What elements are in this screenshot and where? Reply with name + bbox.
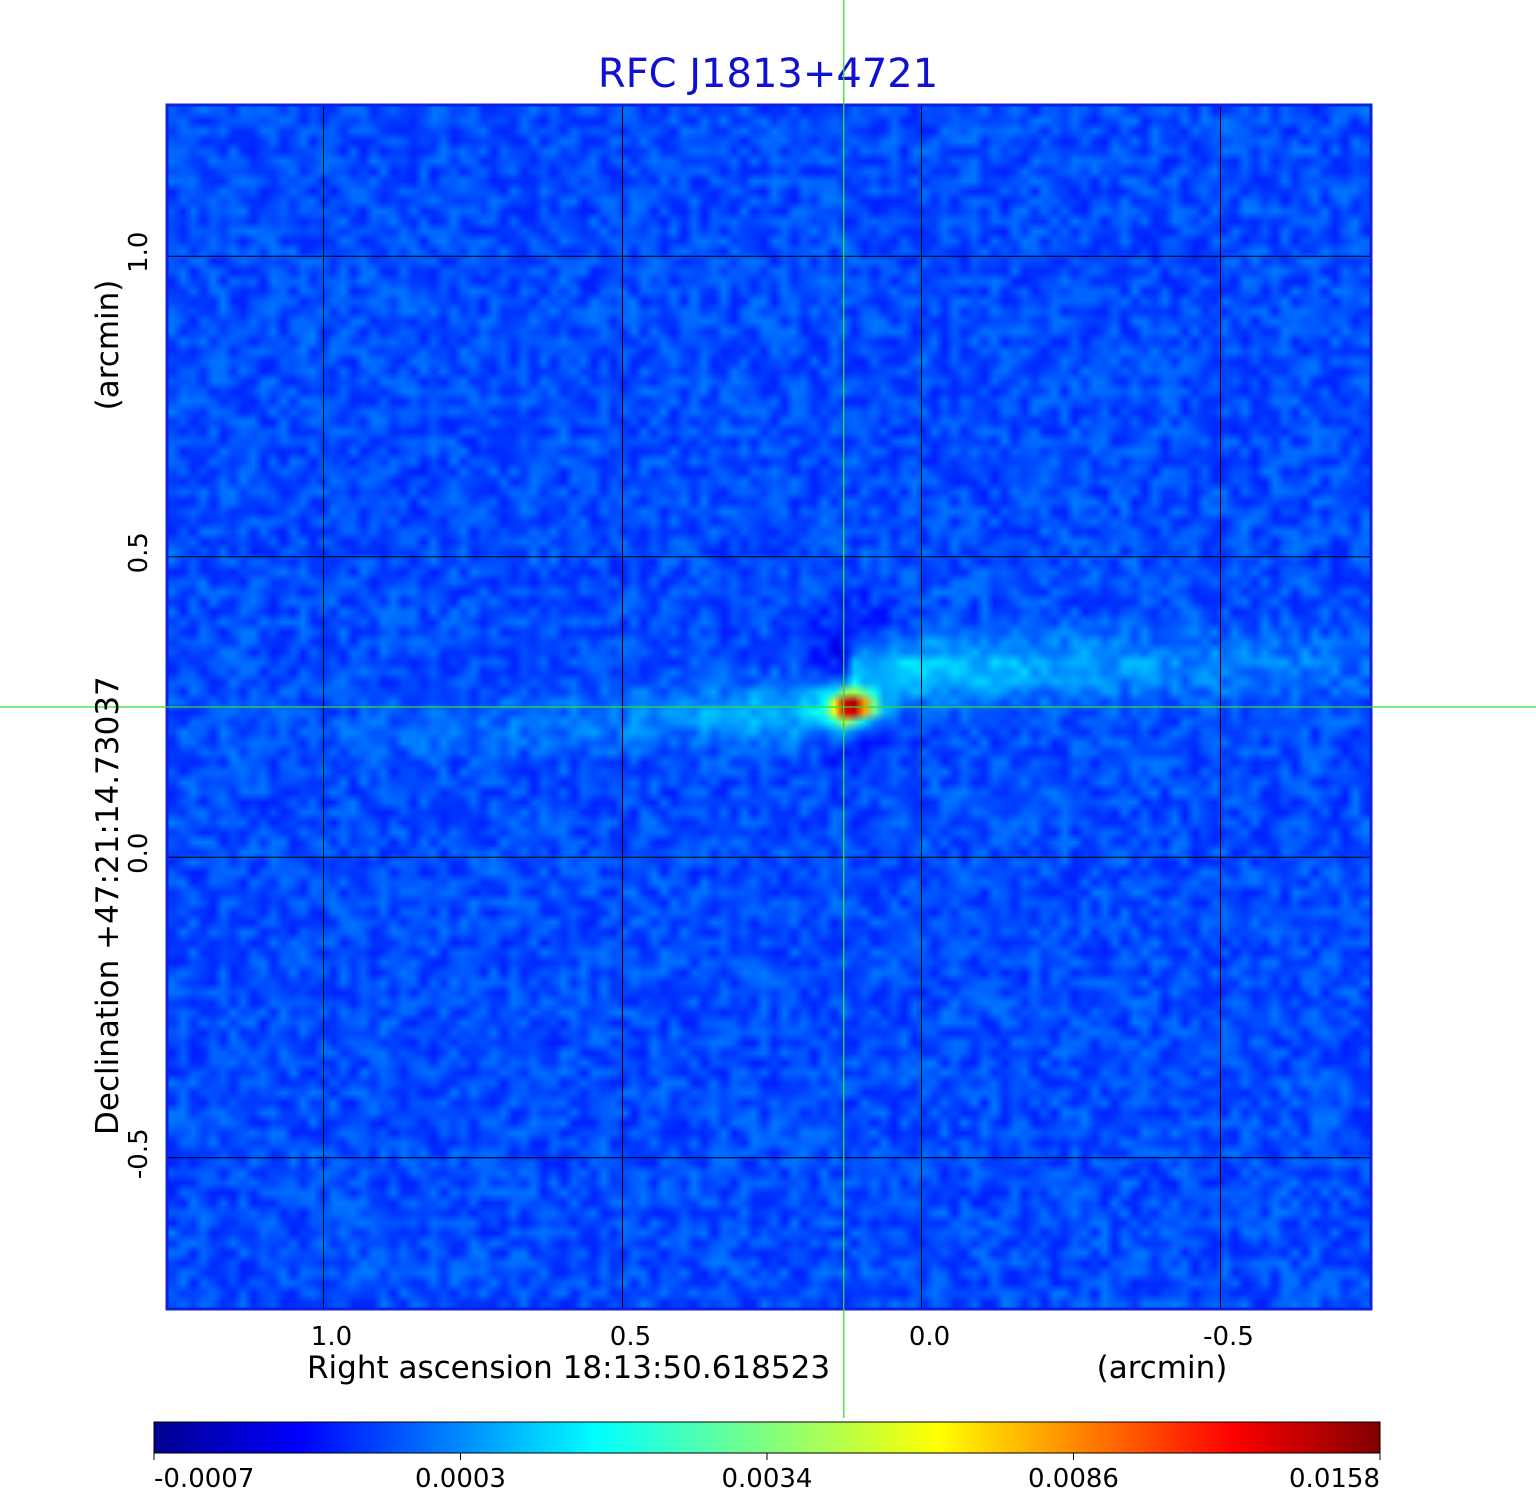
x-axis-label: Right ascension 18:13:50.618523 (307, 1350, 830, 1386)
x-tick-label: 0.5 (610, 1322, 651, 1352)
x-tick-label: -0.5 (1203, 1322, 1254, 1352)
y-tick-labels: 1.0 0.5 0.0 -0.5 (124, 232, 154, 1180)
x-tick-labels: 1.0 0.5 0.0 -0.5 (311, 1322, 1254, 1352)
chart-title: RFC J1813+4721 (598, 51, 938, 97)
colorbar-tick-label: 0.0086 (1028, 1464, 1119, 1494)
y-axis-label: Declination +47:21:14.73037 (90, 676, 126, 1135)
y-axis-unit: (arcmin) (90, 280, 126, 411)
colorbar-tick-labels: -0.0007 0.0003 0.0034 0.0086 0.0158 (153, 1453, 1381, 1494)
colorbar-tick-label: 0.0003 (415, 1464, 506, 1494)
crosshair (0, 0, 1536, 1418)
x-axis-unit: (arcmin) (1097, 1350, 1228, 1386)
colorbar-tick-label: 0.0034 (722, 1464, 813, 1494)
colorbar (153, 1421, 1381, 1454)
x-tick-label: 1.0 (311, 1322, 352, 1352)
y-tick-label: 0.5 (124, 532, 154, 573)
y-tick-label: 1.0 (124, 232, 154, 273)
colorbar-tick-label: -0.0007 (154, 1464, 254, 1494)
y-tick-label: -0.5 (124, 1128, 154, 1179)
colorbar-tick-label: 0.0158 (1289, 1464, 1380, 1494)
y-tick-label: 0.0 (124, 833, 154, 874)
x-tick-label: 0.0 (909, 1322, 950, 1352)
